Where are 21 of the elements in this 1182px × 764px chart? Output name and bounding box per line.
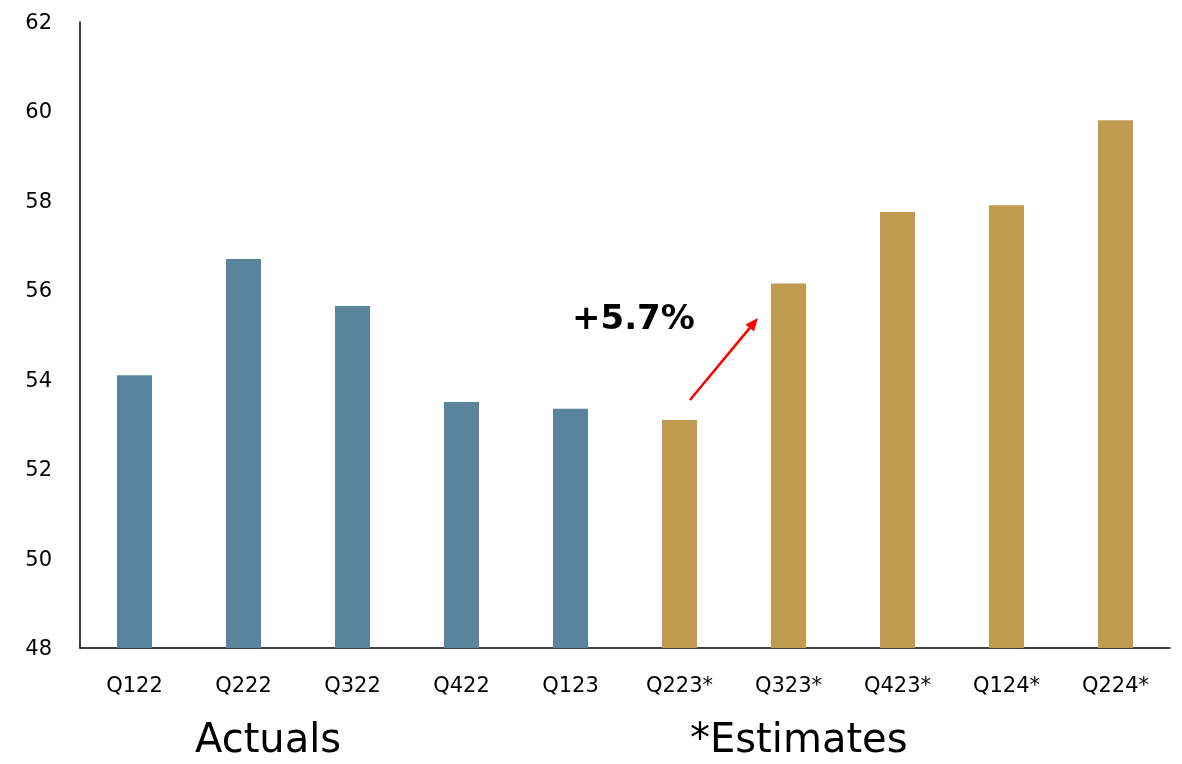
y-tick-label: 60 — [25, 99, 52, 124]
x-tick-label: Q423* — [863, 672, 932, 697]
y-tick-label: 52 — [25, 457, 52, 482]
x-tick-label: Q323* — [754, 672, 823, 697]
y-tick-label: 54 — [25, 367, 52, 392]
x-tick-label: Q222 — [215, 672, 272, 697]
x-tick-label: Q223* — [645, 672, 714, 697]
y-tick-label: 56 — [25, 278, 52, 303]
y-tick-label: 48 — [25, 636, 52, 660]
x-tick-label: Q124* — [972, 672, 1041, 697]
x-tick-label: Q122 — [106, 672, 163, 697]
x-tick-label: Q123 — [542, 672, 599, 697]
y-tick-label: 58 — [25, 188, 52, 213]
x-tick-label: Q224* — [1081, 672, 1150, 697]
y-tick-label: 62 — [25, 10, 52, 34]
text: *Estimates — [690, 715, 908, 761]
text: Actuals — [195, 715, 342, 761]
x-tick-label: Q322 — [324, 672, 381, 697]
x-tick-label: Q422 — [433, 672, 490, 697]
y-tick-label: 50 — [25, 546, 52, 571]
annotation: +5.7% — [572, 297, 695, 337]
